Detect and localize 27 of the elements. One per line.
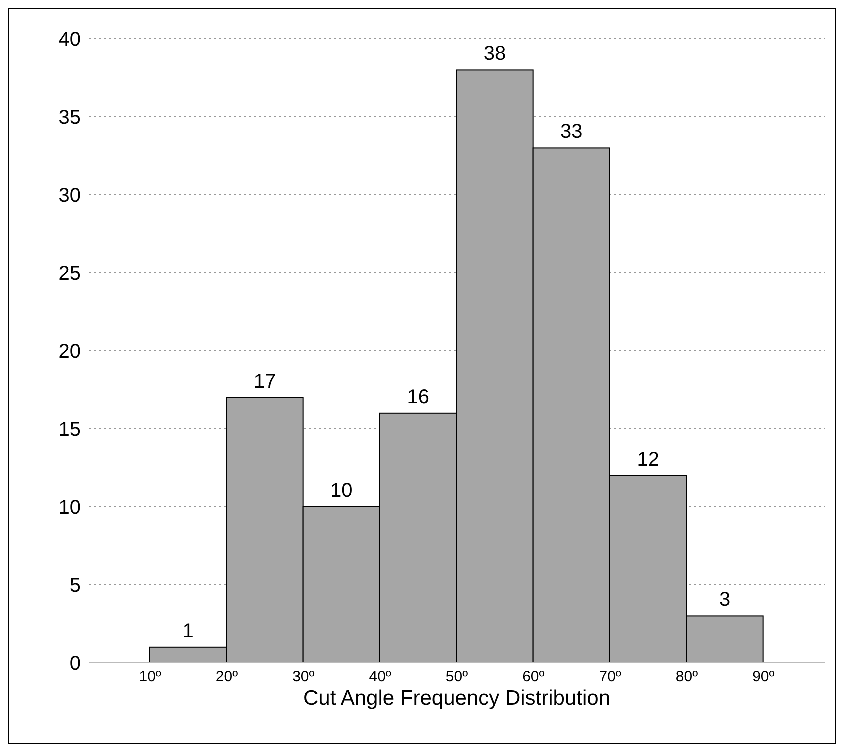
x-tick-label: 30º — [292, 668, 316, 686]
x-tick-label: 10º — [139, 668, 162, 686]
data-label: 1 — [182, 620, 194, 642]
y-tick-label: 25 — [58, 263, 81, 286]
data-label: 33 — [560, 121, 583, 144]
x-tick-label: 40º — [369, 668, 392, 686]
y-tick-label: 15 — [58, 419, 81, 442]
data-label: 38 — [484, 43, 506, 66]
y-tick-label: 0 — [70, 653, 81, 676]
data-label: 16 — [407, 386, 430, 408]
y-tick-label: 20 — [58, 341, 81, 364]
y-tick-label: 5 — [70, 575, 81, 598]
x-tick-label: 50º — [446, 668, 469, 686]
x-tick-label: 70º — [599, 668, 622, 686]
y-tick-label: 30 — [58, 185, 81, 208]
y-tick-label: 35 — [58, 107, 81, 130]
x-tick-label: 20º — [216, 668, 239, 686]
y-tick-label: 10 — [58, 497, 81, 520]
x-tick-label: 80º — [676, 668, 699, 686]
data-label: 3 — [719, 589, 731, 612]
x-tick-label: 60º — [522, 668, 546, 686]
data-label: 10 — [330, 480, 353, 502]
y-tick-label: 40 — [58, 29, 81, 52]
x-tick-label: 90º — [752, 668, 776, 686]
data-label: 12 — [637, 448, 660, 471]
x-axis-title: Cut Angle Frequency Distribution — [304, 687, 610, 710]
data-label: 17 — [254, 370, 276, 393]
